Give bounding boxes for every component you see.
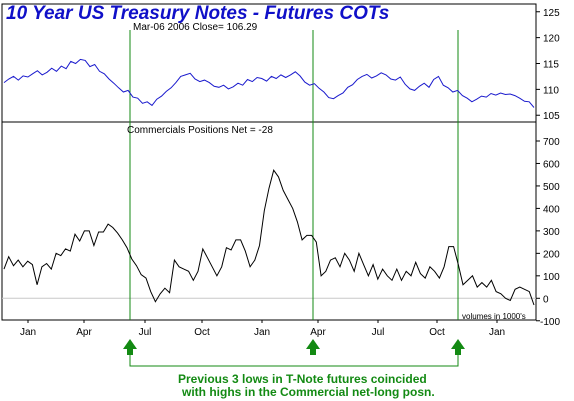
- up-arrow-2: [306, 339, 320, 355]
- price-tick-label: 115: [543, 60, 559, 71]
- annotation-line-1: Previous 3 lows in T-Note futures coinci…: [178, 372, 427, 386]
- price-tick-label: 125: [543, 8, 560, 19]
- cot-tick-label: 400: [543, 204, 560, 215]
- x-tick-label: Apr: [310, 327, 326, 338]
- commercials-net-label: Commercials Positions Net = -28: [127, 125, 273, 136]
- cot-tick-label: 700: [543, 137, 560, 148]
- x-tick-label: Oct: [194, 327, 210, 338]
- chart-title: 10 Year US Treasury Notes - Futures COTs: [6, 3, 389, 24]
- x-tick-label: Jan: [489, 327, 505, 338]
- x-tick-label: Apr: [76, 327, 92, 338]
- annotation-line-2: with highs in the Commercial net-long po…: [181, 385, 435, 399]
- plot-frame: [1, 3, 537, 321]
- commercials-series-line: [3, 169, 535, 306]
- x-tick-label: Oct: [429, 327, 445, 338]
- x-tick-label: Jul: [372, 327, 385, 338]
- cot-tick-label: 500: [543, 182, 560, 193]
- cot-tick-label: 100: [543, 272, 560, 283]
- price-series-line: [3, 58, 535, 108]
- price-tick-label: 110: [543, 85, 559, 96]
- cot-tick-label: 0: [543, 294, 549, 305]
- cot-tick-label: 300: [543, 227, 560, 238]
- x-tick-label: Jan: [254, 327, 270, 338]
- cot-tick-label: 200: [543, 249, 560, 260]
- cot-tick-label: -100: [540, 317, 560, 328]
- x-tick-label: Jan: [20, 327, 36, 338]
- x-tick-label: Jul: [139, 327, 152, 338]
- price-info-label: Mar-06 2006 Close= 106.29: [133, 22, 258, 33]
- price-tick-label: 120: [543, 34, 560, 45]
- price-tick-label: 105: [543, 111, 560, 122]
- annotation-bracket: [129, 352, 459, 367]
- cot-tick-label: 600: [543, 159, 560, 170]
- volumes-note: volumes in 1000's: [462, 312, 526, 321]
- up-arrow-1: [123, 339, 137, 355]
- up-arrow-3: [451, 339, 465, 355]
